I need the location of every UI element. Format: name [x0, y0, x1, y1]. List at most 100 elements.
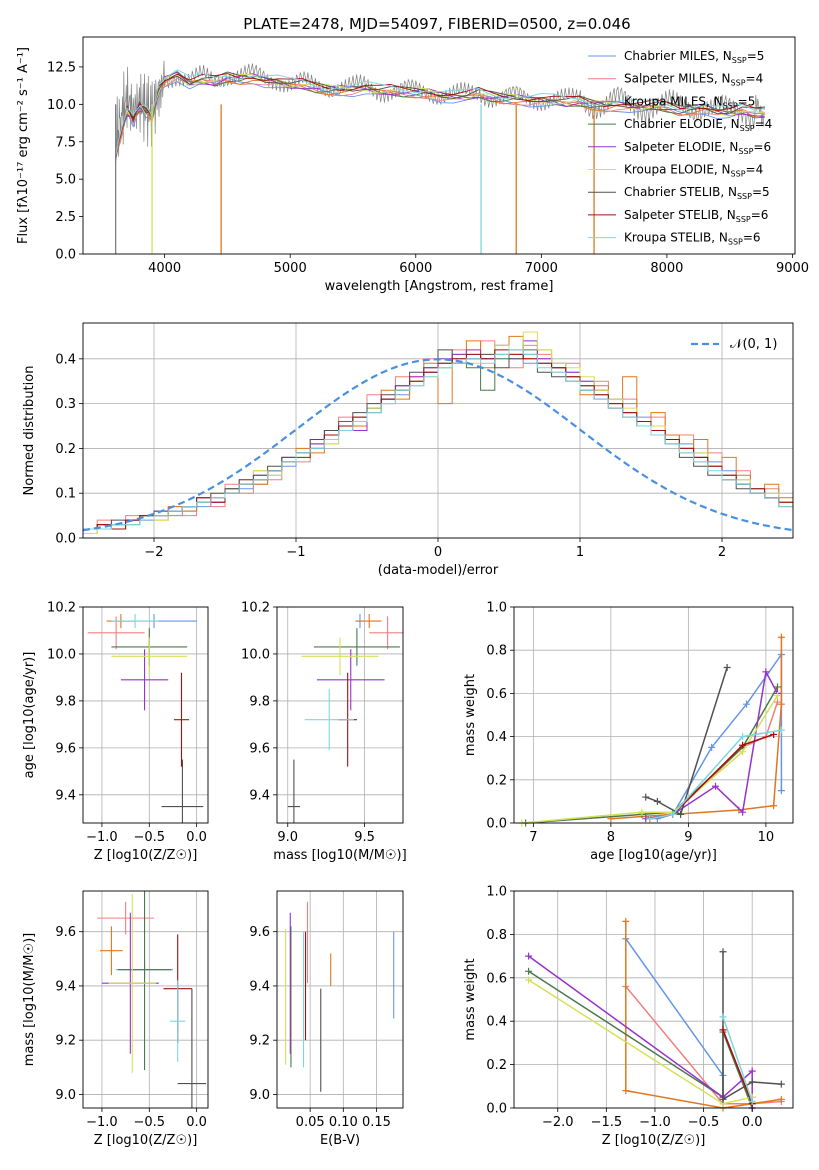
x-axis-label: Z [log10(Z/Z☉)]: [602, 1133, 706, 1148]
weight-point-marker: [646, 815, 654, 823]
legend-subscript: SSP: [740, 124, 755, 133]
spectrum-lines: [114, 60, 765, 254]
y-tick-label: 1.0: [486, 885, 507, 900]
y-tick-label: 2.5: [55, 210, 76, 225]
y-tick-label: 0.3: [55, 397, 76, 412]
x-axis-label: age [log10(age/yr)]: [590, 848, 717, 863]
y-tick-label: 0.8: [486, 928, 507, 943]
model-spectrum-line: [115, 69, 765, 153]
weight-point-marker: [708, 743, 716, 751]
axes: 9.0 9.5 9.4 9.6 9.8 10.0 10.2 mass [log10(M/M☉)…: [241, 601, 407, 864]
legend-entry: Salpeter MILES, NSSP=4: [624, 72, 763, 88]
x-tick-label: 10: [758, 830, 775, 845]
legend-entry: Chabrier MILES, NSSP=5: [624, 49, 764, 65]
x-tick-label: 9.0: [277, 830, 298, 845]
weight-series-line: [528, 955, 753, 1108]
y-axis-label: age [log10(age/yr)]: [22, 652, 37, 779]
plot-area: [285, 901, 395, 1092]
massweight-vs-age-plot: 7 8 9 10 0.0 0.2 0.4 0.6 0.8 1.0 age [log10(age/yr…: [463, 601, 794, 863]
y-axis-label: Flux [fλ10⁻¹⁷ erg cm⁻² s⁻¹ A⁻¹]: [16, 47, 31, 244]
age-vs-metallicity-plot: −1.0 −0.5 0.0 9.4 9.6 9.8 10.0 10.2 Z [log10(Z/Z…: [22, 601, 209, 863]
x-axis-label: Z [log10(Z/Z☉)]: [94, 848, 198, 863]
x-tick-label: −1.0: [639, 1115, 671, 1130]
weight-point-marker: [525, 967, 533, 975]
x-axis-label: (data-model)/error: [378, 563, 499, 578]
weight-series-line: [645, 667, 728, 816]
weight-point-marker: [638, 808, 646, 816]
x-tick-label: 9000: [776, 261, 809, 276]
legend-nssp: =4: [755, 117, 773, 131]
figure-title: PLATE=2478, MJD=54097, FIBERID=0500, z=0…: [243, 15, 630, 33]
y-tick-label: 10.0: [47, 647, 76, 662]
legend-subscript: SSP: [731, 79, 746, 88]
x-axis-label: E(B-V): [320, 1133, 360, 1148]
legend-subscript: SSP: [736, 215, 751, 224]
model-spectrum-line: [115, 71, 765, 153]
y-tick-label: 0.2: [486, 1058, 507, 1073]
weight-point-marker: [762, 668, 770, 676]
y-tick-label: 0.2: [486, 773, 507, 788]
x-tick-label: 8: [607, 830, 615, 845]
x-tick-label: 9: [684, 830, 692, 845]
y-tick-label: 12.5: [47, 60, 76, 75]
weight-point-marker: [777, 700, 785, 708]
y-tick-label: 9.8: [55, 694, 76, 709]
axes-frame: [513, 890, 794, 1109]
plot-area: [97, 891, 207, 1108]
legend-entry: Salpeter ELODIE, NSSP=6: [624, 140, 771, 156]
weight-point-marker: [723, 663, 731, 671]
spectrum-plot: Chabrier MILES, NSSP=5 Salpeter MILES, NS…: [16, 36, 809, 294]
axes: 0.05 0.10 0.15 9.0 9.2 9.4 9.6 E(B-V): [249, 890, 404, 1148]
histogram-steps: [83, 349, 793, 538]
histograms: [83, 331, 793, 538]
plot-area: [525, 917, 785, 1112]
x-tick-label: −1.0: [86, 830, 118, 845]
x-tick-label: 0.05: [296, 1115, 325, 1130]
weight-point-marker: [525, 952, 533, 960]
error-bars: [285, 901, 395, 1092]
weight-point-marker: [748, 1067, 756, 1075]
histogram-steps: [83, 340, 793, 538]
legend-nssp: =5: [747, 49, 765, 63]
y-tick-label: 0.4: [486, 730, 507, 745]
weight-series-line: [528, 979, 753, 1105]
x-tick-label: 8000: [650, 261, 683, 276]
weight-point-marker: [719, 1013, 727, 1021]
axes-frame: [276, 890, 404, 1109]
error-bars: [287, 614, 403, 823]
y-tick-label: 7.5: [55, 135, 76, 150]
weight-point-marker: [777, 787, 785, 795]
y-tick-label: 0.6: [486, 687, 507, 702]
y-tick-label: 9.0: [55, 1088, 76, 1103]
mass-vs-metallicity-plot: −1.0 −0.5 0.0 9.0 9.2 9.4 9.6 Z [log10(Z/Z☉)] ma…: [22, 890, 209, 1148]
x-tick-label: 0: [434, 545, 442, 560]
age-vs-mass-plot: 9.0 9.5 9.4 9.6 9.8 10.0 10.2 mass [log10(M/M☉)…: [241, 601, 407, 864]
plot-area: [287, 614, 403, 823]
y-tick-label: 0.8: [486, 644, 507, 659]
weight-lines: [525, 917, 785, 1112]
axes-frame: [82, 36, 796, 255]
y-tick-label: 10.2: [241, 601, 270, 616]
legend-nssp: =6: [753, 140, 771, 154]
weight-point-marker: [777, 1080, 785, 1088]
y-tick-label: 5.0: [55, 173, 76, 188]
histogram-steps: [83, 349, 793, 538]
legend-entry: Kroupa STELIB, NSSP=6: [624, 231, 761, 247]
legend-nssp: =5: [752, 185, 770, 199]
y-tick-label: 9.6: [249, 925, 270, 940]
histogram-steps: [83, 349, 793, 538]
y-tick-label: 9.4: [55, 979, 76, 994]
x-tick-label: 0.10: [329, 1115, 358, 1130]
weight-point-marker: [777, 633, 785, 641]
plot-area: [518, 633, 785, 827]
grid-lines: [83, 606, 208, 823]
x-tick-label: −2.0: [542, 1115, 574, 1130]
weight-point-marker: [739, 748, 747, 756]
legend-subscript: SSP: [728, 238, 743, 247]
x-tick-label: 7000: [525, 261, 558, 276]
error-bars: [97, 891, 207, 1108]
model-spectrum-line: [115, 71, 765, 161]
weight-point-marker: [774, 698, 781, 706]
weight-point-marker: [743, 700, 750, 708]
axes-frame: [82, 890, 209, 1109]
